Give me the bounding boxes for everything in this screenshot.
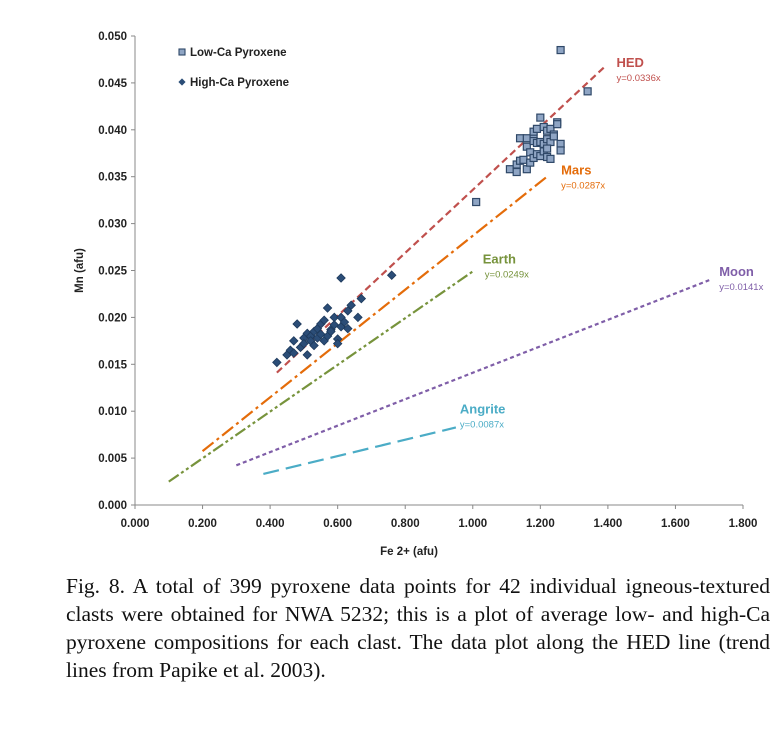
- y-tick-label: 0.015: [98, 359, 127, 371]
- x-tick-label: 0.600: [323, 518, 352, 530]
- x-tick-label: 1.400: [593, 518, 622, 530]
- data-point-high-ca: [316, 329, 326, 340]
- data-point-high-ca: [343, 306, 353, 316]
- data-point-high-ca: [272, 357, 282, 368]
- x-tick-label: 1.000: [458, 518, 487, 530]
- legend-label: High-Ca Pyroxene: [190, 77, 289, 89]
- x-tick-label: 0.000: [121, 518, 150, 530]
- trend-line-equation: y=0.0287x: [561, 181, 605, 192]
- data-point-high-ca: [329, 320, 340, 330]
- x-axis-title: Fe 2+ (afu): [380, 546, 438, 558]
- x-tick-label: 1.200: [526, 518, 555, 530]
- data-point-low-ca: [512, 167, 521, 177]
- y-tick-label: 0.040: [98, 125, 127, 137]
- data-point-high-ca: [343, 323, 353, 334]
- y-tick-label: 0.030: [98, 219, 127, 231]
- data-point-high-ca: [302, 350, 313, 360]
- trend-line-angrite: [263, 426, 457, 476]
- data-point-low-ca: [522, 134, 531, 143]
- data-point-high-ca: [339, 317, 350, 327]
- data-point-low-ca: [583, 87, 592, 96]
- data-point-high-ca: [292, 319, 302, 329]
- trend-line-equation: y=0.0087x: [460, 419, 504, 430]
- data-point-low-ca: [505, 165, 515, 174]
- data-point-low-ca: [542, 144, 552, 153]
- trend-line-label: Earth: [483, 251, 516, 266]
- y-tick-label: 0.005: [98, 453, 127, 465]
- data-point-low-ca: [556, 146, 565, 155]
- y-tick-label: 0.020: [98, 312, 127, 324]
- data-point-low-ca: [472, 197, 481, 207]
- trend-line-label: Angrite: [460, 401, 506, 416]
- legend-label: Low-Ca Pyroxene: [190, 47, 287, 59]
- trend-line-earth: [168, 270, 474, 483]
- data-point-high-ca: [326, 326, 336, 337]
- trend-line-equation: y=0.0336x: [617, 73, 661, 84]
- y-tick-label: 0.045: [98, 78, 127, 90]
- y-tick-label: 0.000: [98, 500, 127, 512]
- y-tick-label: 0.010: [98, 406, 127, 418]
- data-point-low-ca: [549, 132, 558, 141]
- x-tick-label: 0.800: [391, 518, 420, 530]
- trend-line-moon: [235, 279, 710, 467]
- trend-line-label: HED: [617, 55, 644, 70]
- data-point-low-ca: [546, 154, 555, 163]
- scatter-chart: 0.000 0.005 0.010 0.015 0.020 0.025 0.030 0.035…: [74, 31, 764, 558]
- data-point-high-ca: [309, 340, 319, 351]
- data-point-high-ca: [322, 303, 333, 313]
- data-point-low-ca: [519, 155, 528, 164]
- trend-line-mars: [201, 175, 548, 453]
- trend-line-equation: y=0.0141x: [719, 282, 763, 293]
- y-tick-label: 0.025: [98, 266, 127, 278]
- data-point-high-ca: [299, 338, 309, 349]
- data-point-low-ca: [522, 165, 531, 174]
- x-tick-label: 1.800: [729, 518, 758, 530]
- data-point-low-ca: [553, 120, 562, 129]
- data-point-high-ca: [356, 293, 367, 304]
- legend-marker-square: [178, 48, 186, 56]
- data-point-high-ca: [353, 312, 363, 323]
- data-point-low-ca: [515, 134, 525, 143]
- y-tick-label: 0.035: [98, 172, 127, 184]
- data-point-high-ca: [319, 315, 329, 325]
- data-point-high-ca: [346, 300, 356, 310]
- y-tick-label: 0.050: [98, 31, 127, 43]
- x-tick-label: 1.600: [661, 518, 690, 530]
- data-point-low-ca: [532, 124, 542, 133]
- data-point-high-ca: [386, 270, 397, 280]
- trend-line-equation: y=0.0249x: [485, 269, 529, 280]
- trend-line-label: Mars: [561, 163, 591, 178]
- data-point-high-ca: [336, 273, 346, 283]
- data-point-low-ca: [536, 113, 545, 122]
- trend-line-label: Moon: [719, 264, 754, 279]
- y-axis-title: Mn (afu): [74, 248, 86, 293]
- data-point-high-ca: [288, 348, 299, 358]
- data-point-low-ca: [556, 139, 565, 148]
- data-point-high-ca: [288, 336, 299, 346]
- x-tick-label: 0.200: [188, 518, 217, 530]
- legend-marker-diamond: [178, 78, 186, 86]
- data-point-high-ca: [332, 338, 343, 349]
- data-point-low-ca: [556, 45, 565, 55]
- figure-caption: Fig. 8. A total of 399 pyroxene data poi…: [66, 574, 770, 682]
- trend-line-hed: [276, 66, 606, 374]
- x-tick-label: 0.400: [256, 518, 285, 530]
